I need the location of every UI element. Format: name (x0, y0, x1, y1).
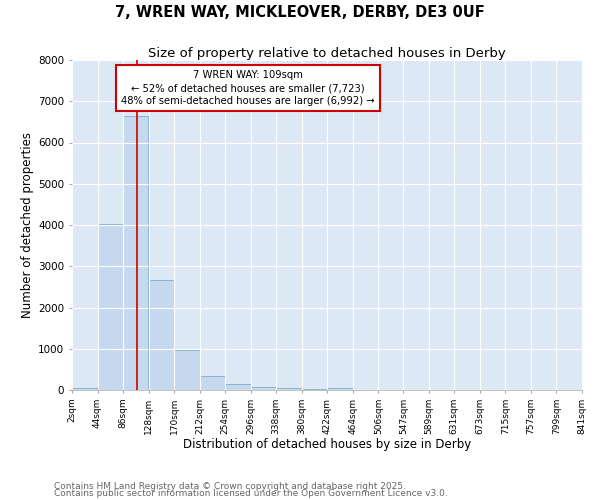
Bar (328, 388, 353, 390)
Bar (149, 280, 174, 390)
Bar (72, 388, 97, 390)
Text: 7 WREN WAY: 109sqm
← 52% of detached houses are smaller (7,723)
48% of semi-deta: 7 WREN WAY: 109sqm ← 52% of detached hou… (121, 70, 375, 106)
Bar (174, 350, 199, 390)
Text: 7, WREN WAY, MICKLEOVER, DERBY, DE3 0UF: 7, WREN WAY, MICKLEOVER, DERBY, DE3 0UF (115, 5, 485, 20)
Title: Size of property relative to detached houses in Derby: Size of property relative to detached ho… (148, 47, 506, 60)
Y-axis label: Number of detached properties: Number of detached properties (21, 132, 34, 318)
Bar (277, 388, 302, 390)
Bar (123, 116, 148, 390)
Bar (200, 376, 225, 390)
Bar (251, 387, 276, 390)
Text: Contains public sector information licensed under the Open Government Licence v3: Contains public sector information licen… (54, 490, 448, 498)
X-axis label: Distribution of detached houses by size in Derby: Distribution of detached houses by size … (183, 438, 471, 451)
Text: Contains HM Land Registry data © Crown copyright and database right 2025.: Contains HM Land Registry data © Crown c… (54, 482, 406, 491)
Bar (226, 384, 251, 390)
Bar (302, 389, 327, 390)
Bar (98, 224, 123, 390)
